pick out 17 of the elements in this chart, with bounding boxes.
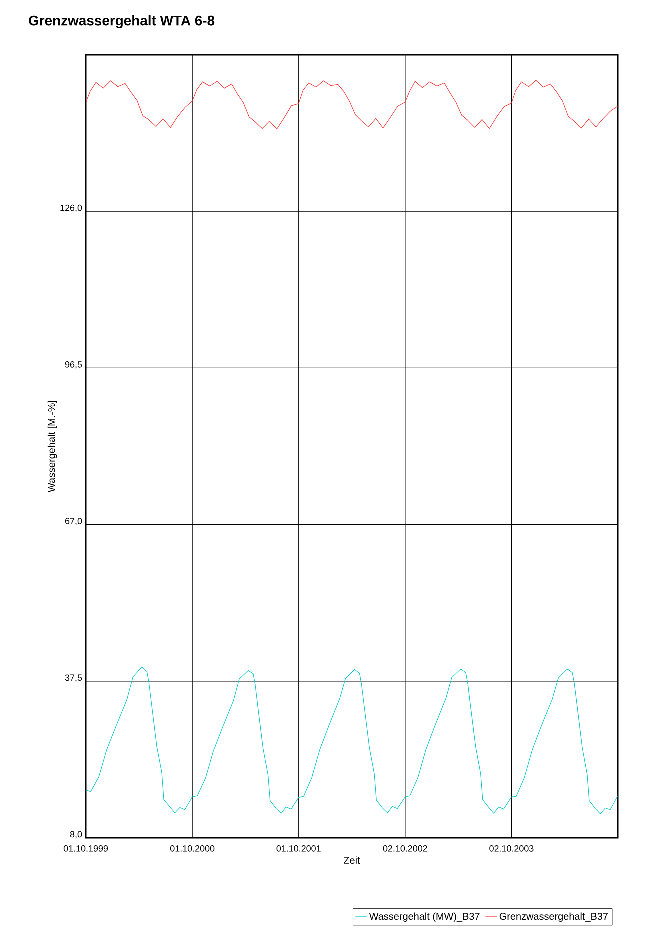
- line-series: [86, 80, 618, 130]
- chart-title: Grenzwassergehalt WTA 6-8: [29, 15, 215, 29]
- x-tick-label: 02.10.2003: [490, 846, 534, 852]
- line-series: [86, 666, 618, 814]
- legend-label: Grenzwassergehalt_B37: [500, 912, 608, 922]
- y-axis-title: Wassergehalt [M.-%]: [48, 401, 58, 492]
- x-tick-label: 01.10.2001: [276, 846, 321, 852]
- y-tick-label: 8,0: [70, 831, 82, 839]
- y-tick-label: 126,0: [60, 204, 82, 212]
- legend-label: Wassergehalt (MW)_B37: [369, 912, 480, 922]
- x-axis-title: Zeit: [344, 856, 360, 864]
- y-tick-label: 37,5: [65, 674, 82, 682]
- y-tick-label: 96,5: [65, 361, 82, 369]
- x-tick-label: 02.10.2002: [383, 846, 428, 852]
- y-tick-label: 67,0: [65, 518, 82, 526]
- x-tick-label: 01.10.1999: [64, 846, 108, 852]
- x-tick-label: 01.10.2000: [170, 846, 215, 852]
